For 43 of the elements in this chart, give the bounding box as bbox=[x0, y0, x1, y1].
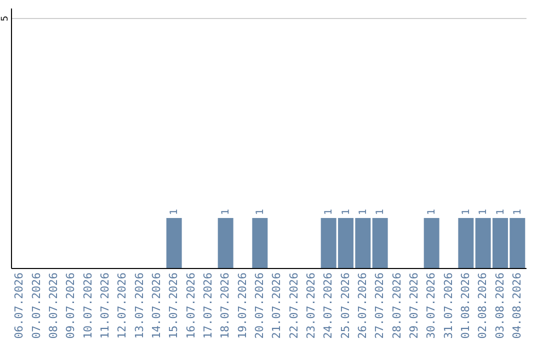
data-label: 1 bbox=[358, 208, 369, 215]
x-tick-label: 13.07.2026 bbox=[132, 272, 146, 339]
x-tick-label: 24.07.2026 bbox=[322, 272, 335, 339]
x-tick-label: 20.07.2026 bbox=[252, 272, 266, 339]
x-tick-label: 23.07.2026 bbox=[304, 272, 318, 339]
data-label: 1 bbox=[512, 208, 524, 215]
y-tick-label: 5 bbox=[0, 16, 10, 22]
x-tick-label: 12.07.2026 bbox=[116, 272, 129, 339]
x-tick-label: 08.07.2026 bbox=[46, 272, 60, 339]
x-tick-label: 15.07.2026 bbox=[167, 272, 180, 339]
x-tick-label: 28.07.2026 bbox=[390, 272, 404, 339]
data-label: 1 bbox=[460, 208, 472, 215]
x-tick-label: 16.07.2026 bbox=[184, 272, 198, 339]
data-label: 1 bbox=[426, 208, 438, 215]
x-tick-label: 04.08.2026 bbox=[510, 272, 524, 339]
x-tick-label: 27.07.2026 bbox=[373, 272, 386, 339]
x-tick-label: 26.07.2026 bbox=[356, 272, 369, 339]
x-tick-label: 10.07.2026 bbox=[81, 272, 94, 339]
x-tick-label: 29.07.2026 bbox=[407, 272, 420, 339]
data-label: 1 bbox=[340, 208, 352, 215]
data-label: 1 bbox=[220, 208, 232, 215]
x-tick-label: 11.07.2026 bbox=[98, 272, 112, 339]
data-label: 1 bbox=[254, 208, 266, 215]
x-tick-label: 07.07.2026 bbox=[30, 272, 43, 339]
data-label: 1 bbox=[495, 208, 506, 215]
x-tick-label: 06.07.2026 bbox=[12, 272, 26, 339]
x-tick-label: 21.07.2026 bbox=[270, 272, 284, 339]
x-tick-label: 31.07.2026 bbox=[442, 272, 455, 339]
x-tick-label: 22.07.2026 bbox=[287, 272, 300, 339]
x-tick-label: 14.07.2026 bbox=[150, 272, 163, 339]
x-tick-label: 25.07.2026 bbox=[338, 272, 352, 339]
data-label: 1 bbox=[169, 208, 180, 215]
x-tick-label: 17.07.2026 bbox=[201, 272, 214, 339]
x-tick-label: 18.07.2026 bbox=[218, 272, 232, 339]
x-tick-label: 09.07.2026 bbox=[64, 272, 78, 339]
data-label: 1 bbox=[478, 208, 490, 215]
x-tick-label: 02.08.2026 bbox=[476, 272, 490, 339]
data-label: 1 bbox=[375, 208, 386, 215]
x-tick-label: 01.08.2026 bbox=[458, 272, 472, 339]
x-tick-label: 19.07.2026 bbox=[236, 272, 249, 339]
x-tick-label: 03.08.2026 bbox=[493, 272, 506, 339]
x-tick-label: 30.07.2026 bbox=[424, 272, 438, 339]
data-label: 1 bbox=[324, 208, 335, 215]
